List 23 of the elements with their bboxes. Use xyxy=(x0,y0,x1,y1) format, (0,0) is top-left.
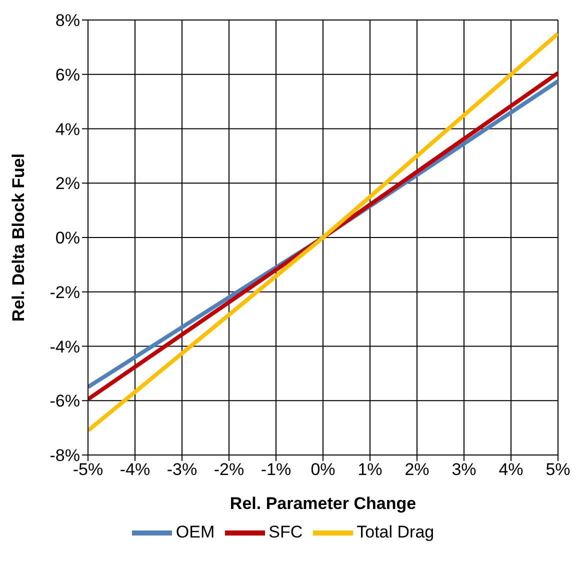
x-tick-label: -4% xyxy=(120,460,150,480)
x-tick-label: 1% xyxy=(358,460,382,480)
legend-label: SFC xyxy=(268,522,303,542)
y-tick-label: 4% xyxy=(55,120,80,139)
x-axis-title: Rel. Parameter Change xyxy=(230,494,416,513)
y-tick-label: -4% xyxy=(50,337,80,356)
x-tick-label: 4% xyxy=(498,460,524,480)
x-tick-label: 2% xyxy=(404,460,430,480)
x-tick-label: 3% xyxy=(452,460,476,480)
y-axis-title: Rel. Delta Block Fuel xyxy=(9,153,28,322)
legend-label: Total Drag xyxy=(356,522,434,542)
x-tick-label: 0% xyxy=(310,460,336,480)
legend-label: OEM xyxy=(176,522,215,542)
x-tick-label: 5% xyxy=(546,460,570,480)
y-tick-label: 8% xyxy=(55,11,80,30)
x-tick-label: -3% xyxy=(166,460,198,480)
y-tick-label: -2% xyxy=(50,282,80,302)
y-tick-label: -6% xyxy=(50,392,80,411)
y-tick-label: 6% xyxy=(55,65,80,84)
y-tick-label: 2% xyxy=(55,174,80,194)
x-tick-label: -2% xyxy=(214,460,244,480)
y-tick-label: 0% xyxy=(55,228,80,248)
x-tick-label: -1% xyxy=(260,460,292,480)
